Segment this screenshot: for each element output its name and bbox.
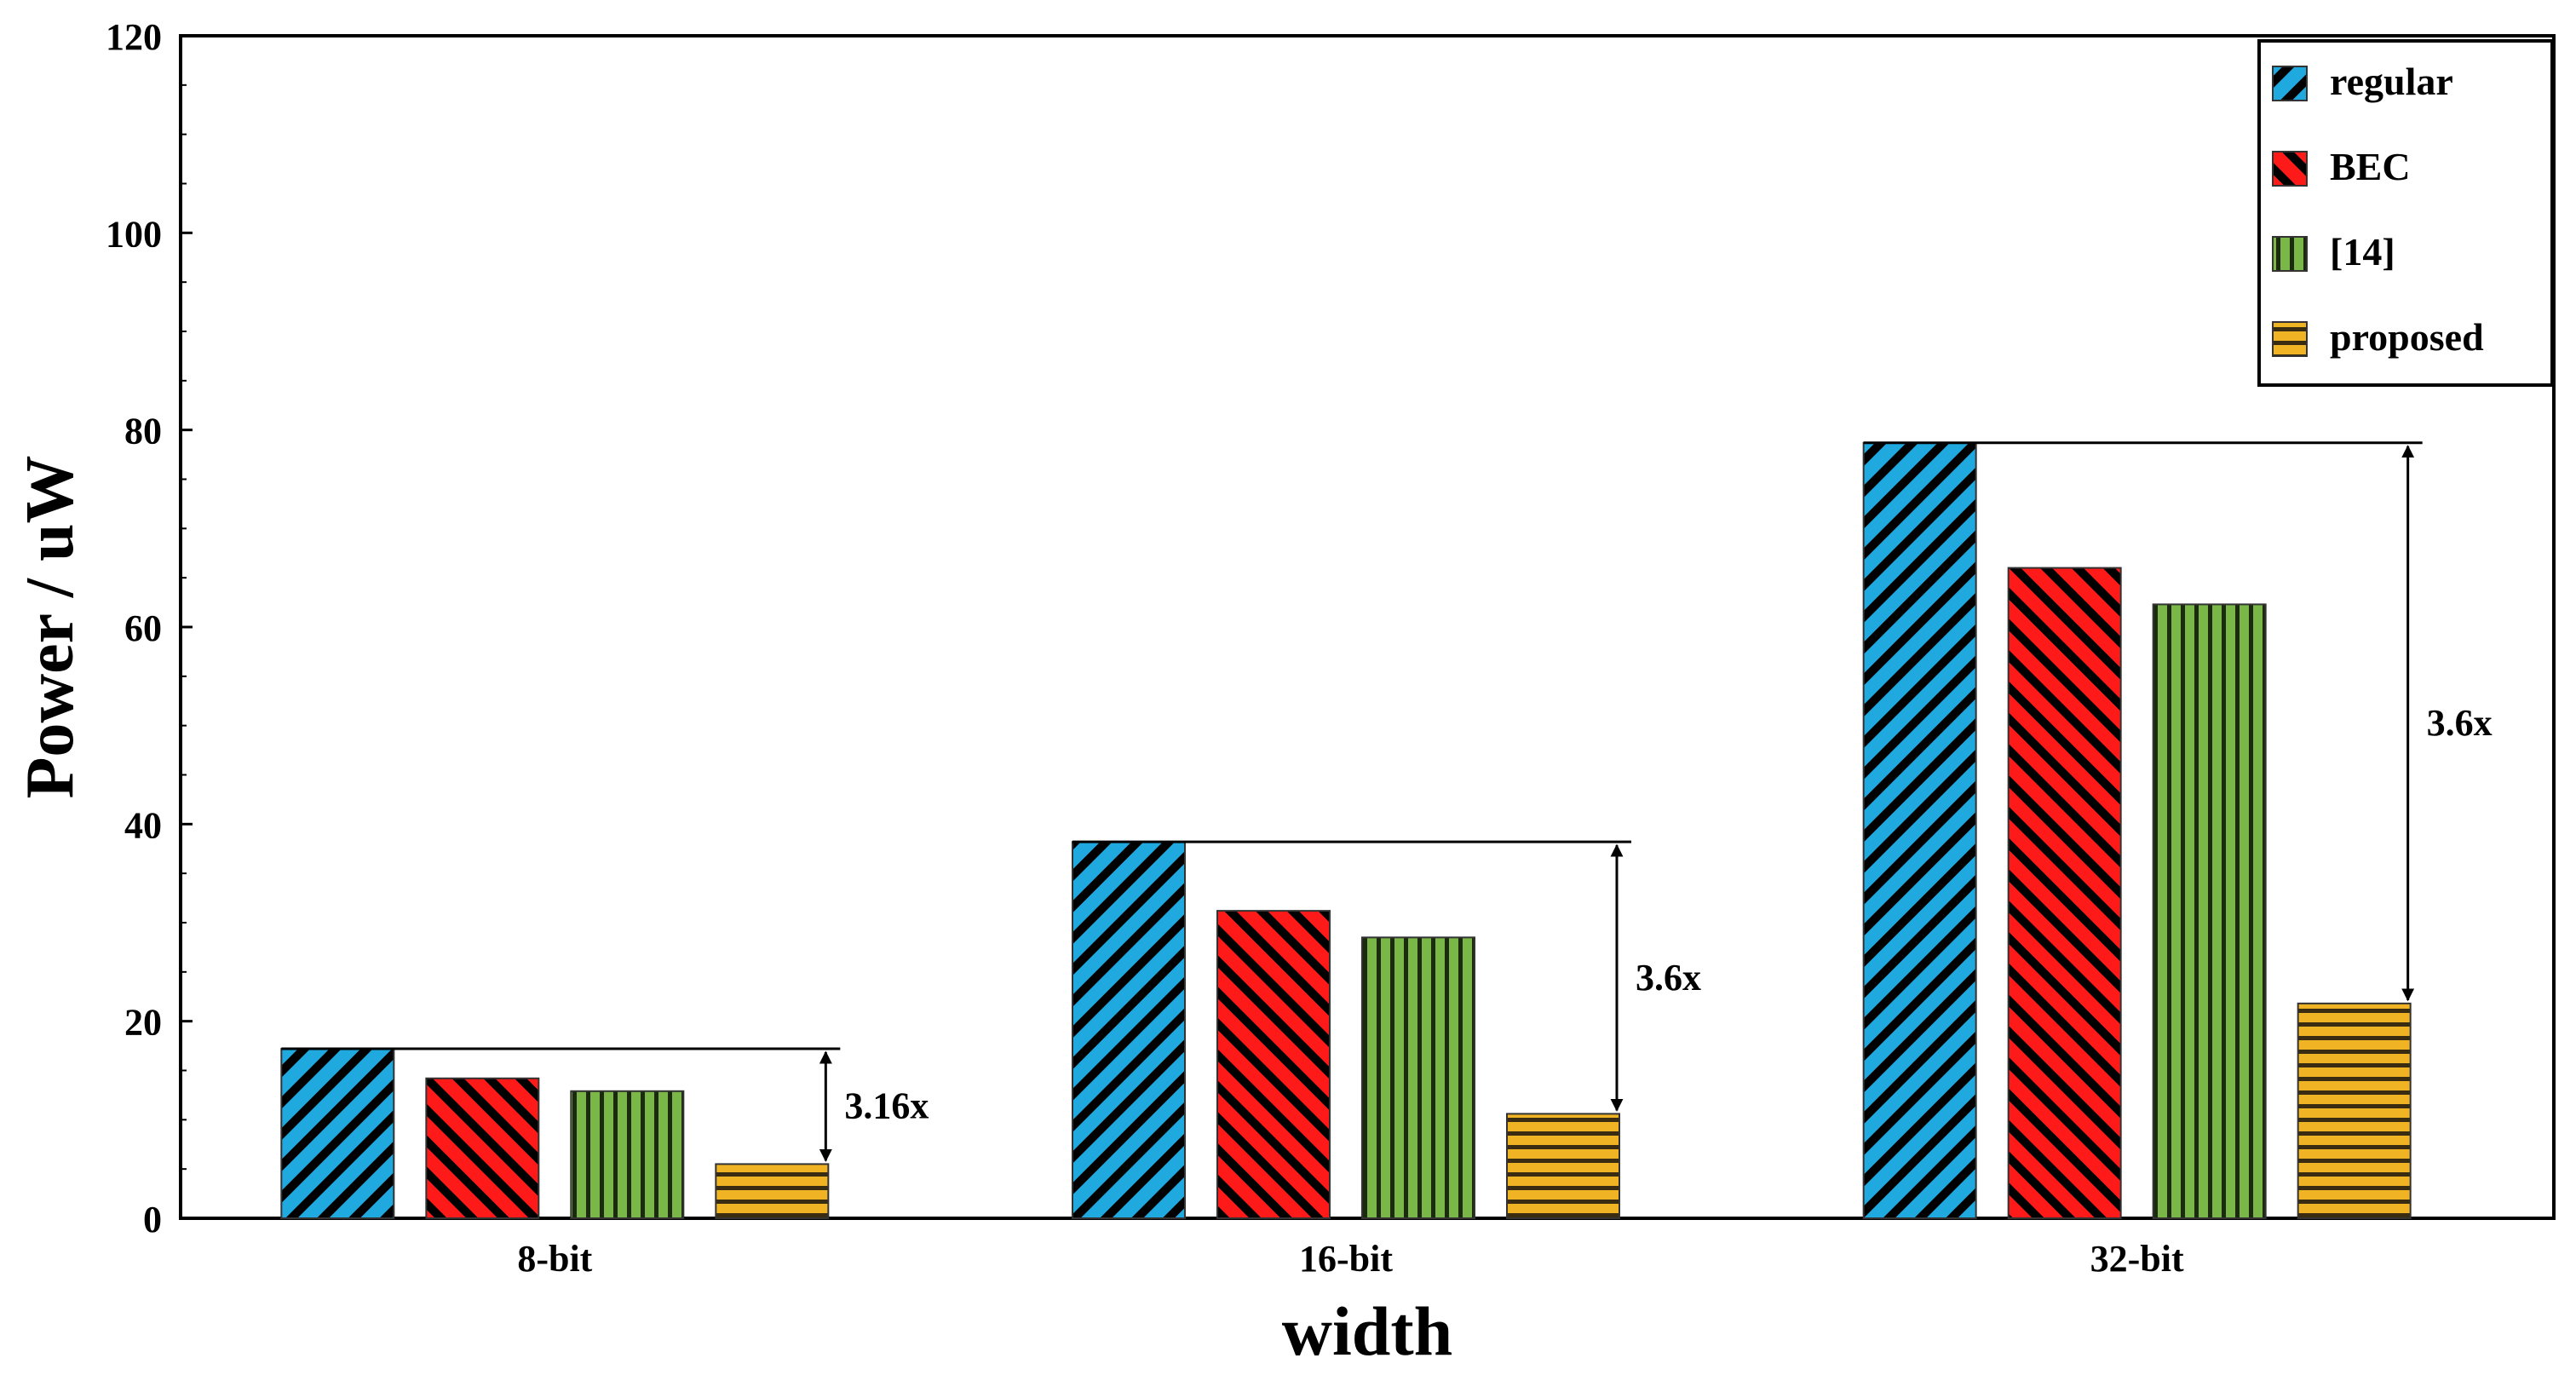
legend-label: BEC <box>2330 145 2411 188</box>
legend-label: proposed <box>2330 315 2484 359</box>
bar-regular-32-bit <box>1862 441 1977 1219</box>
legend-swatch-regular <box>2272 66 2308 101</box>
annotations: 3.16x 3.6x 3.6x <box>281 441 2493 1162</box>
x-axis-label: width <box>1282 1292 1453 1370</box>
legend-swatch-BEC <box>2272 151 2308 187</box>
bar-regular-16-bit <box>1072 841 1186 1219</box>
bar-14-32-bit <box>2152 603 2267 1219</box>
y-tick-label: 40 <box>124 804 162 846</box>
y-axis: 0 20 40 60 80 100 120 <box>106 16 193 1240</box>
y-tick-label: 60 <box>124 607 162 649</box>
y-tick-label: 120 <box>106 16 162 58</box>
legend-label: regular <box>2330 60 2453 103</box>
y-tick-label: 100 <box>106 213 162 255</box>
y-axis-label: Power / uW <box>13 456 88 799</box>
bar-14-8-bit <box>570 1090 685 1220</box>
y-tick-label: 20 <box>124 1002 162 1044</box>
y-tick-label: 0 <box>143 1199 162 1240</box>
legend-box <box>2257 39 2554 387</box>
legend: regular BEC [14] proposed <box>2257 39 2554 387</box>
y-tick-label: 80 <box>124 411 162 452</box>
legend-swatch-proposed <box>2272 321 2308 357</box>
x-tick-label: 32-bit <box>2090 1238 2184 1280</box>
bars <box>280 441 2412 1220</box>
bar-regular-8-bit <box>280 1048 395 1220</box>
x-tick-label: 8-bit <box>517 1238 592 1280</box>
legend-label: [14] <box>2330 230 2395 273</box>
bar-BEC-32-bit <box>2007 567 2122 1219</box>
x-tick-label: 16-bit <box>1299 1238 1393 1280</box>
bar-BEC-8-bit <box>425 1077 540 1219</box>
x-axis: 8-bit 16-bit 32-bit <box>517 1238 2184 1280</box>
bar-BEC-16-bit <box>1216 910 1331 1219</box>
bar-14-16-bit <box>1361 936 1475 1219</box>
ratio-label: 3.6x <box>1636 957 1701 998</box>
bar-proposed-8-bit <box>715 1163 830 1219</box>
bar-proposed-16-bit <box>1506 1113 1620 1219</box>
ratio-label: 3.16x <box>844 1085 929 1127</box>
bar-proposed-32-bit <box>2297 1002 2412 1220</box>
ratio-label: 3.6x <box>2427 702 2493 744</box>
legend-swatch-14 <box>2272 236 2308 272</box>
